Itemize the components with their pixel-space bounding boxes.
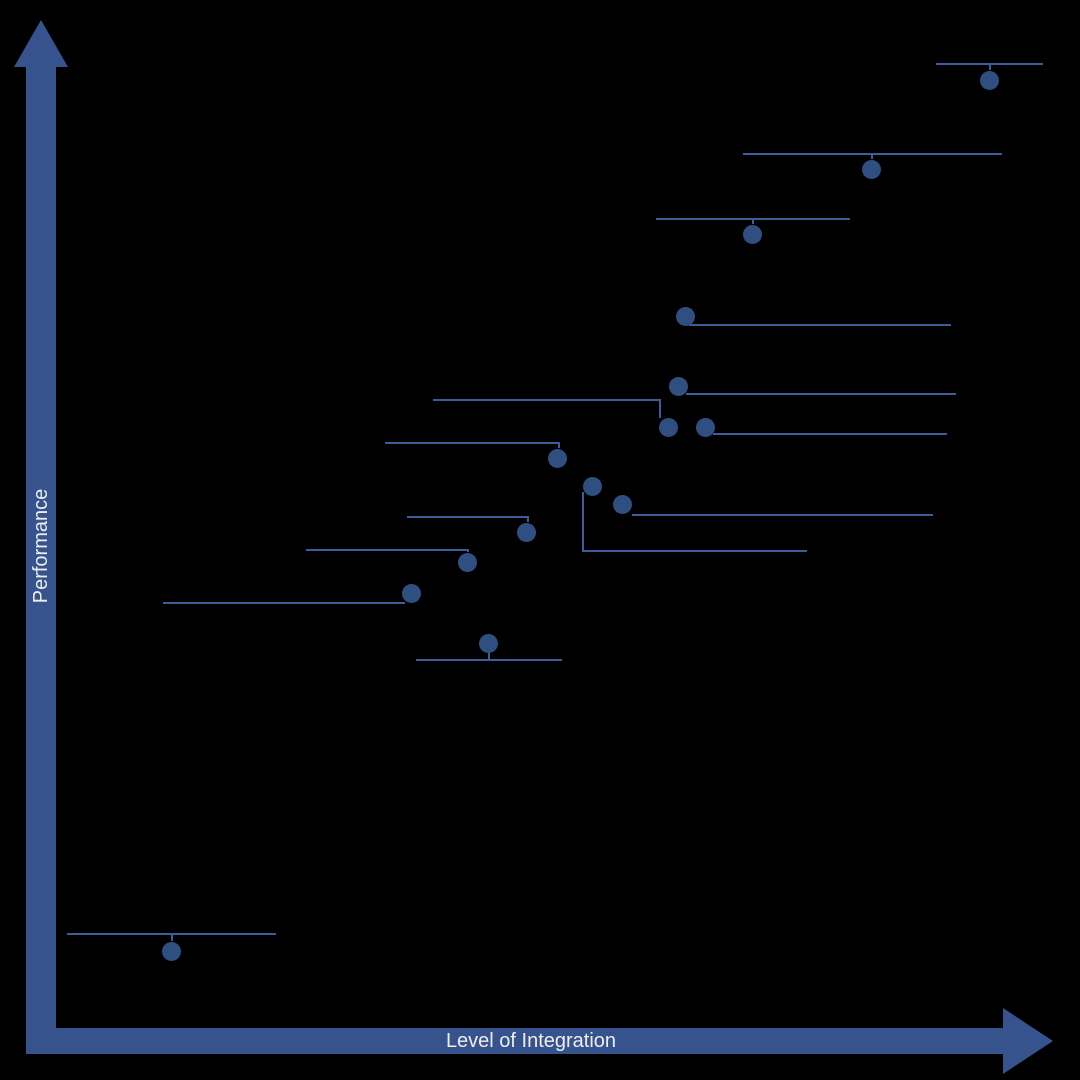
data-point	[161, 941, 181, 961]
data-point	[658, 417, 678, 437]
leader-line	[989, 63, 991, 70]
leader-line	[163, 602, 405, 604]
leader-line	[433, 399, 659, 401]
y-axis-label: Performance	[30, 488, 52, 604]
data-point	[457, 552, 477, 572]
data-point	[742, 224, 762, 244]
leader-line	[582, 492, 584, 550]
data-point	[401, 583, 421, 603]
leader-line	[659, 399, 661, 418]
leader-line	[416, 659, 562, 661]
leader-line	[527, 516, 529, 522]
x-axis-shaft	[26, 1028, 1003, 1054]
leader-line	[686, 393, 956, 395]
leader-line	[171, 933, 173, 941]
data-point	[582, 476, 602, 496]
data-point	[547, 448, 567, 468]
leader-line	[689, 324, 951, 326]
data-point	[516, 522, 536, 542]
leader-line	[385, 442, 558, 444]
data-point	[861, 159, 881, 179]
leader-line	[488, 652, 490, 659]
leader-line	[467, 549, 469, 552]
leader-line	[743, 153, 1002, 155]
leader-line	[306, 549, 467, 551]
x-axis-label: Level of Integration	[445, 1030, 617, 1052]
leader-line	[871, 153, 873, 159]
data-point	[675, 306, 695, 326]
data-point	[478, 633, 498, 653]
y-axis-arrowhead-icon	[14, 20, 68, 67]
leader-line	[713, 433, 947, 435]
leader-line	[582, 550, 807, 552]
data-point	[695, 417, 715, 437]
y-axis-shaft	[26, 62, 56, 1054]
data-point	[668, 376, 688, 396]
data-point	[612, 494, 632, 514]
x-axis-arrowhead-icon	[1003, 1008, 1053, 1074]
data-point	[979, 70, 999, 90]
leader-line	[407, 516, 527, 518]
leader-line	[752, 218, 754, 224]
leader-line	[558, 442, 560, 448]
leader-line	[632, 514, 933, 516]
